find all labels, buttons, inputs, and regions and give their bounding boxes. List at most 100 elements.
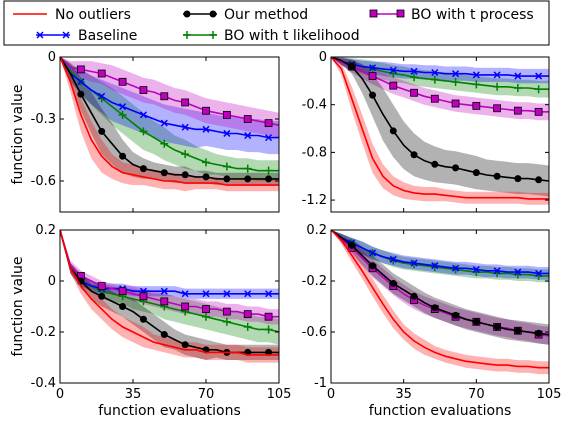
marker-our-method <box>139 165 147 173</box>
marker-baseline <box>431 68 439 77</box>
y-tick-label: 0.2 <box>35 223 56 238</box>
y-tick-label: -0.4 <box>31 376 56 391</box>
marker-bo-t-process <box>202 305 210 313</box>
marker-baseline <box>244 290 252 298</box>
marker-bo-t-likelihood <box>222 162 231 171</box>
legend-label-no-outliers: No outliers <box>55 7 131 23</box>
marker-our-method <box>472 318 480 326</box>
marker-baseline <box>98 92 106 100</box>
marker-baseline <box>535 72 543 80</box>
marker-baseline <box>514 72 522 80</box>
plot-area <box>60 57 279 192</box>
marker-our-method <box>452 164 460 172</box>
marker-bo-t-process <box>430 94 439 103</box>
marker-our-method <box>119 152 127 160</box>
legend-entry-our-method: Our method <box>183 7 308 23</box>
marker-baseline <box>202 290 210 298</box>
marker-bo-t-likelihood <box>410 260 419 269</box>
legend-marker-bo-t-process <box>369 9 378 18</box>
marker-bo-t-likelihood <box>243 164 252 173</box>
marker-our-method <box>452 311 460 319</box>
marker-baseline <box>535 269 543 277</box>
plot-area <box>331 230 549 375</box>
marker-bo-t-process <box>76 65 85 74</box>
y-tick-label: -0.6 <box>31 174 56 189</box>
legend-frame <box>3 0 550 46</box>
x-tick-label: 0 <box>327 387 335 402</box>
legend-marker-baseline <box>36 31 44 39</box>
marker-our-method <box>181 171 189 179</box>
legend-marker-bo-t-process <box>396 9 405 18</box>
line-baseline <box>60 230 279 295</box>
marker-our-method <box>514 327 522 335</box>
marker-baseline <box>368 64 377 72</box>
marker-baseline <box>265 134 273 142</box>
marker-bo-t-likelihood <box>451 265 460 274</box>
line-our-method <box>60 57 279 180</box>
marker-bo-t-process <box>181 98 190 107</box>
marker-our-method <box>472 169 480 177</box>
legend-marker-bo-t-likelihood <box>209 31 217 39</box>
y-tick-label: 0 <box>319 50 327 65</box>
marker-bo-t-process <box>222 307 231 316</box>
marker-baseline <box>514 268 522 276</box>
marker-our-method <box>202 173 210 181</box>
marker-baseline <box>493 267 501 275</box>
line-our-method <box>331 57 549 182</box>
line-our-method <box>60 230 279 354</box>
y-tick-label: 0 <box>48 274 56 289</box>
marker-bo-t-process <box>410 88 418 97</box>
marker-our-method <box>139 315 147 323</box>
marker-baseline <box>139 111 147 119</box>
x-tick-label: 35 <box>395 387 412 402</box>
marker-baseline <box>181 123 189 131</box>
marker-our-method <box>410 151 418 159</box>
marker-our-method <box>77 90 85 98</box>
line-no-outliers <box>60 57 279 186</box>
marker-bo-t-likelihood <box>139 127 148 136</box>
marker-bo-t-likelihood <box>410 73 419 82</box>
marker-bo-t-likelihood <box>430 262 439 271</box>
axes-frame <box>59 56 280 213</box>
band-no-outliers <box>60 230 279 363</box>
marker-baseline <box>265 290 273 298</box>
band-our-method <box>331 230 549 345</box>
panel-2: 0 -0.4 -0.8 -1.2 <box>302 50 550 213</box>
marker-bo-t-process <box>160 92 169 101</box>
marker-our-method <box>493 172 501 180</box>
marker-our-method <box>535 176 543 184</box>
marker-baseline <box>431 262 439 270</box>
marker-our-method <box>265 175 273 183</box>
y-tick-label: -1 <box>314 376 327 391</box>
line-our-method <box>331 230 549 336</box>
marker-our-method <box>535 329 543 337</box>
marker-our-method <box>98 292 106 300</box>
marker-bo-t-likelihood <box>264 325 273 334</box>
line-no-outliers <box>331 57 549 200</box>
marker-our-method <box>348 63 356 71</box>
marker-bo-t-likelihood <box>222 317 231 326</box>
marker-bo-t-likelihood <box>181 150 190 159</box>
marker-baseline <box>223 129 231 137</box>
marker-baseline <box>202 125 210 133</box>
marker-bo-t-likelihood <box>472 80 481 89</box>
marker-bo-t-likelihood <box>118 110 127 119</box>
marker-our-method <box>160 169 168 177</box>
line-baseline <box>331 57 549 77</box>
marker-our-method <box>410 292 418 300</box>
marker-bo-t-process <box>181 302 190 311</box>
legend-entry-no-outliers: No outliers <box>13 7 131 23</box>
panel-4: 0.2 -0.2 -0.6 -10 35 70 105 function evaluation… <box>302 223 562 419</box>
line-bo-t-likelihood <box>60 230 279 333</box>
marker-bo-t-likelihood <box>202 312 210 321</box>
line-bo-t-process <box>60 57 279 126</box>
line-baseline <box>331 230 549 275</box>
legend-entry-bo-t-likelihood: BO with t likelihood <box>183 28 360 44</box>
axes-frame <box>59 229 280 384</box>
marker-baseline <box>410 67 418 75</box>
marker-bo-t-process <box>118 77 127 86</box>
marker-bo-t-process <box>534 107 543 116</box>
marker-bo-t-process <box>139 86 148 94</box>
